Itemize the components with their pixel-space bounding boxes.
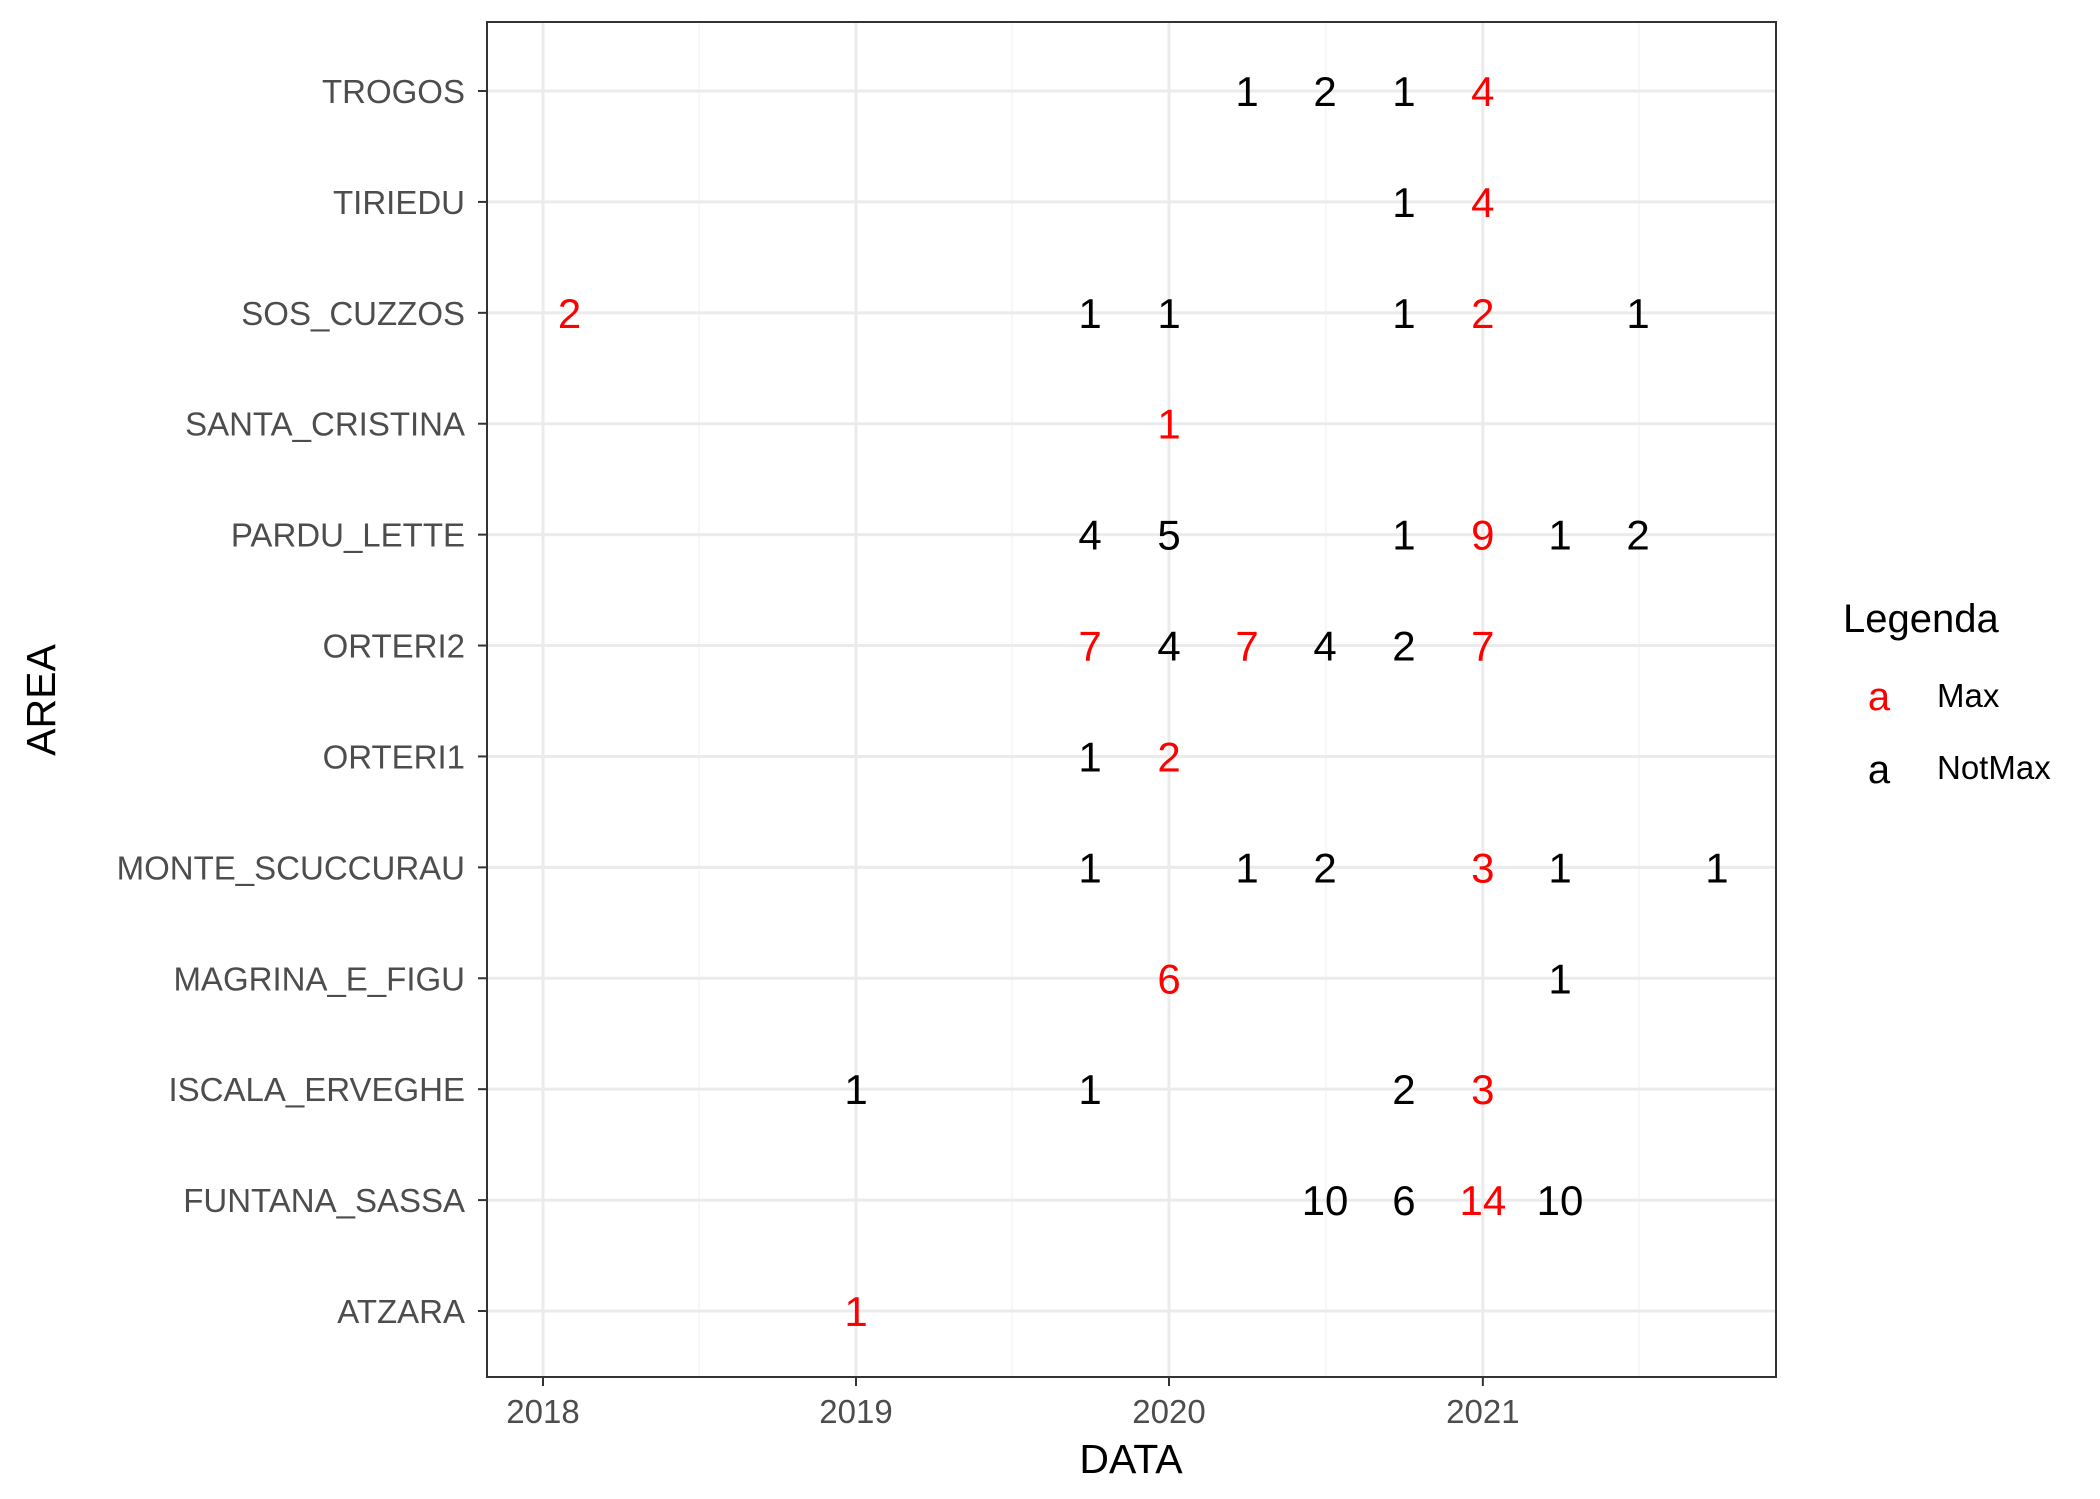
y-tick-label: MAGRINA_E_FIGU [173,960,465,997]
y-axis-title: AREA [18,644,64,756]
data-point-label: 1 [1705,844,1728,891]
data-points: 1 2 1 41 42 1 1 1 2 114 5 1 9 1 27 4 7 4 2 71 21 1 2 3 1 16 11 1 2 31… [558,68,1729,1335]
data-point-label: 5 [1157,512,1180,559]
data-point-label: 2 [558,290,581,337]
data-point-label: 1 [1078,290,1101,337]
data-point-label: 1 [844,1066,867,1113]
y-tick-label: PARDU_LETTE [231,517,465,554]
data-point-label: 6 [1157,955,1180,1002]
data-point-label: 7 [1235,623,1258,670]
data-point-label: 1 [1626,290,1649,337]
y-tick-label: ORTERI1 [323,738,465,775]
data-point-label: 7 [1078,623,1101,670]
data-point-label: 9 [1471,512,1494,559]
x-tick-label: 2018 [506,1393,579,1430]
data-point-label: 1 [1392,290,1415,337]
data-point-label: 4 [1078,512,1101,559]
data-point-label: 2 [1392,623,1415,670]
data-point-label: 2 [1313,844,1336,891]
grid [487,22,1776,1377]
data-point-label: 2 [1157,733,1180,780]
y-tick-label: TIRIEDU [333,184,465,221]
data-point-label: 1 [1157,290,1180,337]
y-tick-label: MONTE_SCUCCURAU [117,849,465,886]
data-point-label: 4 [1157,623,1180,670]
data-point-label: 7 [1471,623,1494,670]
legend-title: Legenda [1843,597,1999,641]
x-axis: 2018 2019 2020 2021 [506,1377,1520,1430]
data-point-label: 10 [1302,1177,1349,1224]
x-axis-title: DATA [1079,1436,1183,1482]
data-point-label: 1 [1235,844,1258,891]
x-tick-label: 2019 [819,1393,892,1430]
panel-border [486,21,1777,1378]
data-point-label: 6 [1392,1177,1415,1224]
data-point-label: 4 [1313,623,1336,670]
data-point-label: 2 [1471,290,1494,337]
data-point-label: 1 [1548,955,1571,1002]
data-point-label: 3 [1471,844,1494,891]
data-point-label: 1 [1235,68,1258,115]
legend-label-notmax: NotMax [1937,749,2051,786]
data-point-label: 1 [844,1288,867,1335]
y-tick-label: TROGOS [322,73,465,110]
data-point-label: 1 [1392,512,1415,559]
data-point-label: 1 [1392,68,1415,115]
data-point-label: 2 [1313,68,1336,115]
y-tick-label: ATZARA [337,1293,465,1330]
data-point-label: 4 [1471,179,1494,226]
legend-key-notmax: a [1868,748,1891,792]
data-point-label: 3 [1471,1066,1494,1113]
y-tick-label: SANTA_CRISTINA [185,406,465,443]
y-tick-label: SOS_CUZZOS [241,295,465,332]
y-tick-label: ORTERI2 [323,628,465,665]
data-point-label: 2 [1392,1066,1415,1113]
legend: Legenda a Max a NotMax [1843,597,2051,792]
data-point-label: 1 [1078,733,1101,780]
y-tick-label: ISCALA_ERVEGHE [168,1071,465,1108]
data-point-label: 1 [1157,401,1180,448]
data-point-label: 2 [1626,512,1649,559]
legend-key-max: a [1868,675,1891,719]
y-tick-label: FUNTANA_SASSA [183,1182,465,1219]
data-point-label: 1 [1078,844,1101,891]
data-point-label: 14 [1459,1177,1506,1224]
x-tick-label: 2020 [1132,1393,1205,1430]
data-point-label: 10 [1537,1177,1584,1224]
data-point-label: 1 [1078,1066,1101,1113]
data-point-label: 4 [1471,68,1494,115]
y-axis: ATZARA FUNTANA_SASSA ISCALA_ERVEGHE MAGRINA… [117,73,487,1330]
data-point-label: 1 [1548,844,1571,891]
legend-label-max: Max [1937,677,2000,714]
data-point-label: 1 [1392,179,1415,226]
x-tick-label: 2021 [1446,1393,1519,1430]
data-point-label: 1 [1548,512,1571,559]
